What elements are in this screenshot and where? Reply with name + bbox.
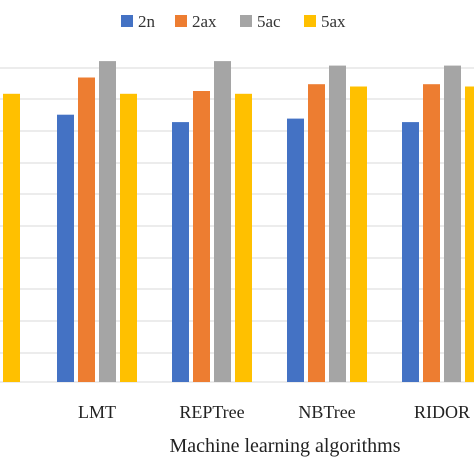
bar-2n-NBTree [287, 118, 304, 382]
legend-label-5ax: 5ax [321, 12, 346, 31]
bar-5ac-LMT [99, 61, 116, 382]
bar-5ac-NBTree [329, 65, 346, 382]
x-tick-label: REPTree [179, 402, 244, 422]
legend: 2n 2ax 5ac 5ax [121, 12, 346, 31]
x-tick-label: NBTree [298, 402, 355, 422]
bar-2n-LMT [57, 114, 74, 382]
x-tick-labels: LMT REPTree NBTree RIDOR [78, 402, 470, 422]
bar-2n-REPTree [172, 122, 189, 382]
bar-5ax-NBTree [350, 86, 367, 382]
x-tick-label: LMT [78, 402, 116, 422]
legend-label-5ac: 5ac [257, 12, 281, 31]
x-tick-label: RIDOR [414, 402, 470, 422]
bars [3, 61, 474, 383]
x-axis-title: Machine learning algorithms [169, 435, 400, 457]
bar-5ax-REPTree [235, 93, 252, 383]
bar-5ac-RIDOR [444, 65, 461, 382]
bar-2ax-RIDOR [423, 84, 440, 382]
bar-2ax-LMT [78, 77, 95, 382]
bar-5ax-LMT [120, 93, 137, 383]
legend-swatch-2n [121, 15, 133, 27]
bar-2ax-REPTree [193, 91, 210, 382]
legend-label-2n: 2n [138, 12, 156, 31]
bar-2ax-NBTree [308, 84, 325, 382]
legend-swatch-2ax [175, 15, 187, 27]
bar-2n-RIDOR [402, 122, 419, 382]
bar-5ax-group0 [3, 93, 20, 383]
legend-label-2ax: 2ax [192, 12, 217, 31]
bar-5ac-REPTree [214, 61, 231, 382]
legend-swatch-5ac [240, 15, 252, 27]
legend-swatch-5ax [304, 15, 316, 27]
bar-5ax-RIDOR [465, 86, 474, 382]
